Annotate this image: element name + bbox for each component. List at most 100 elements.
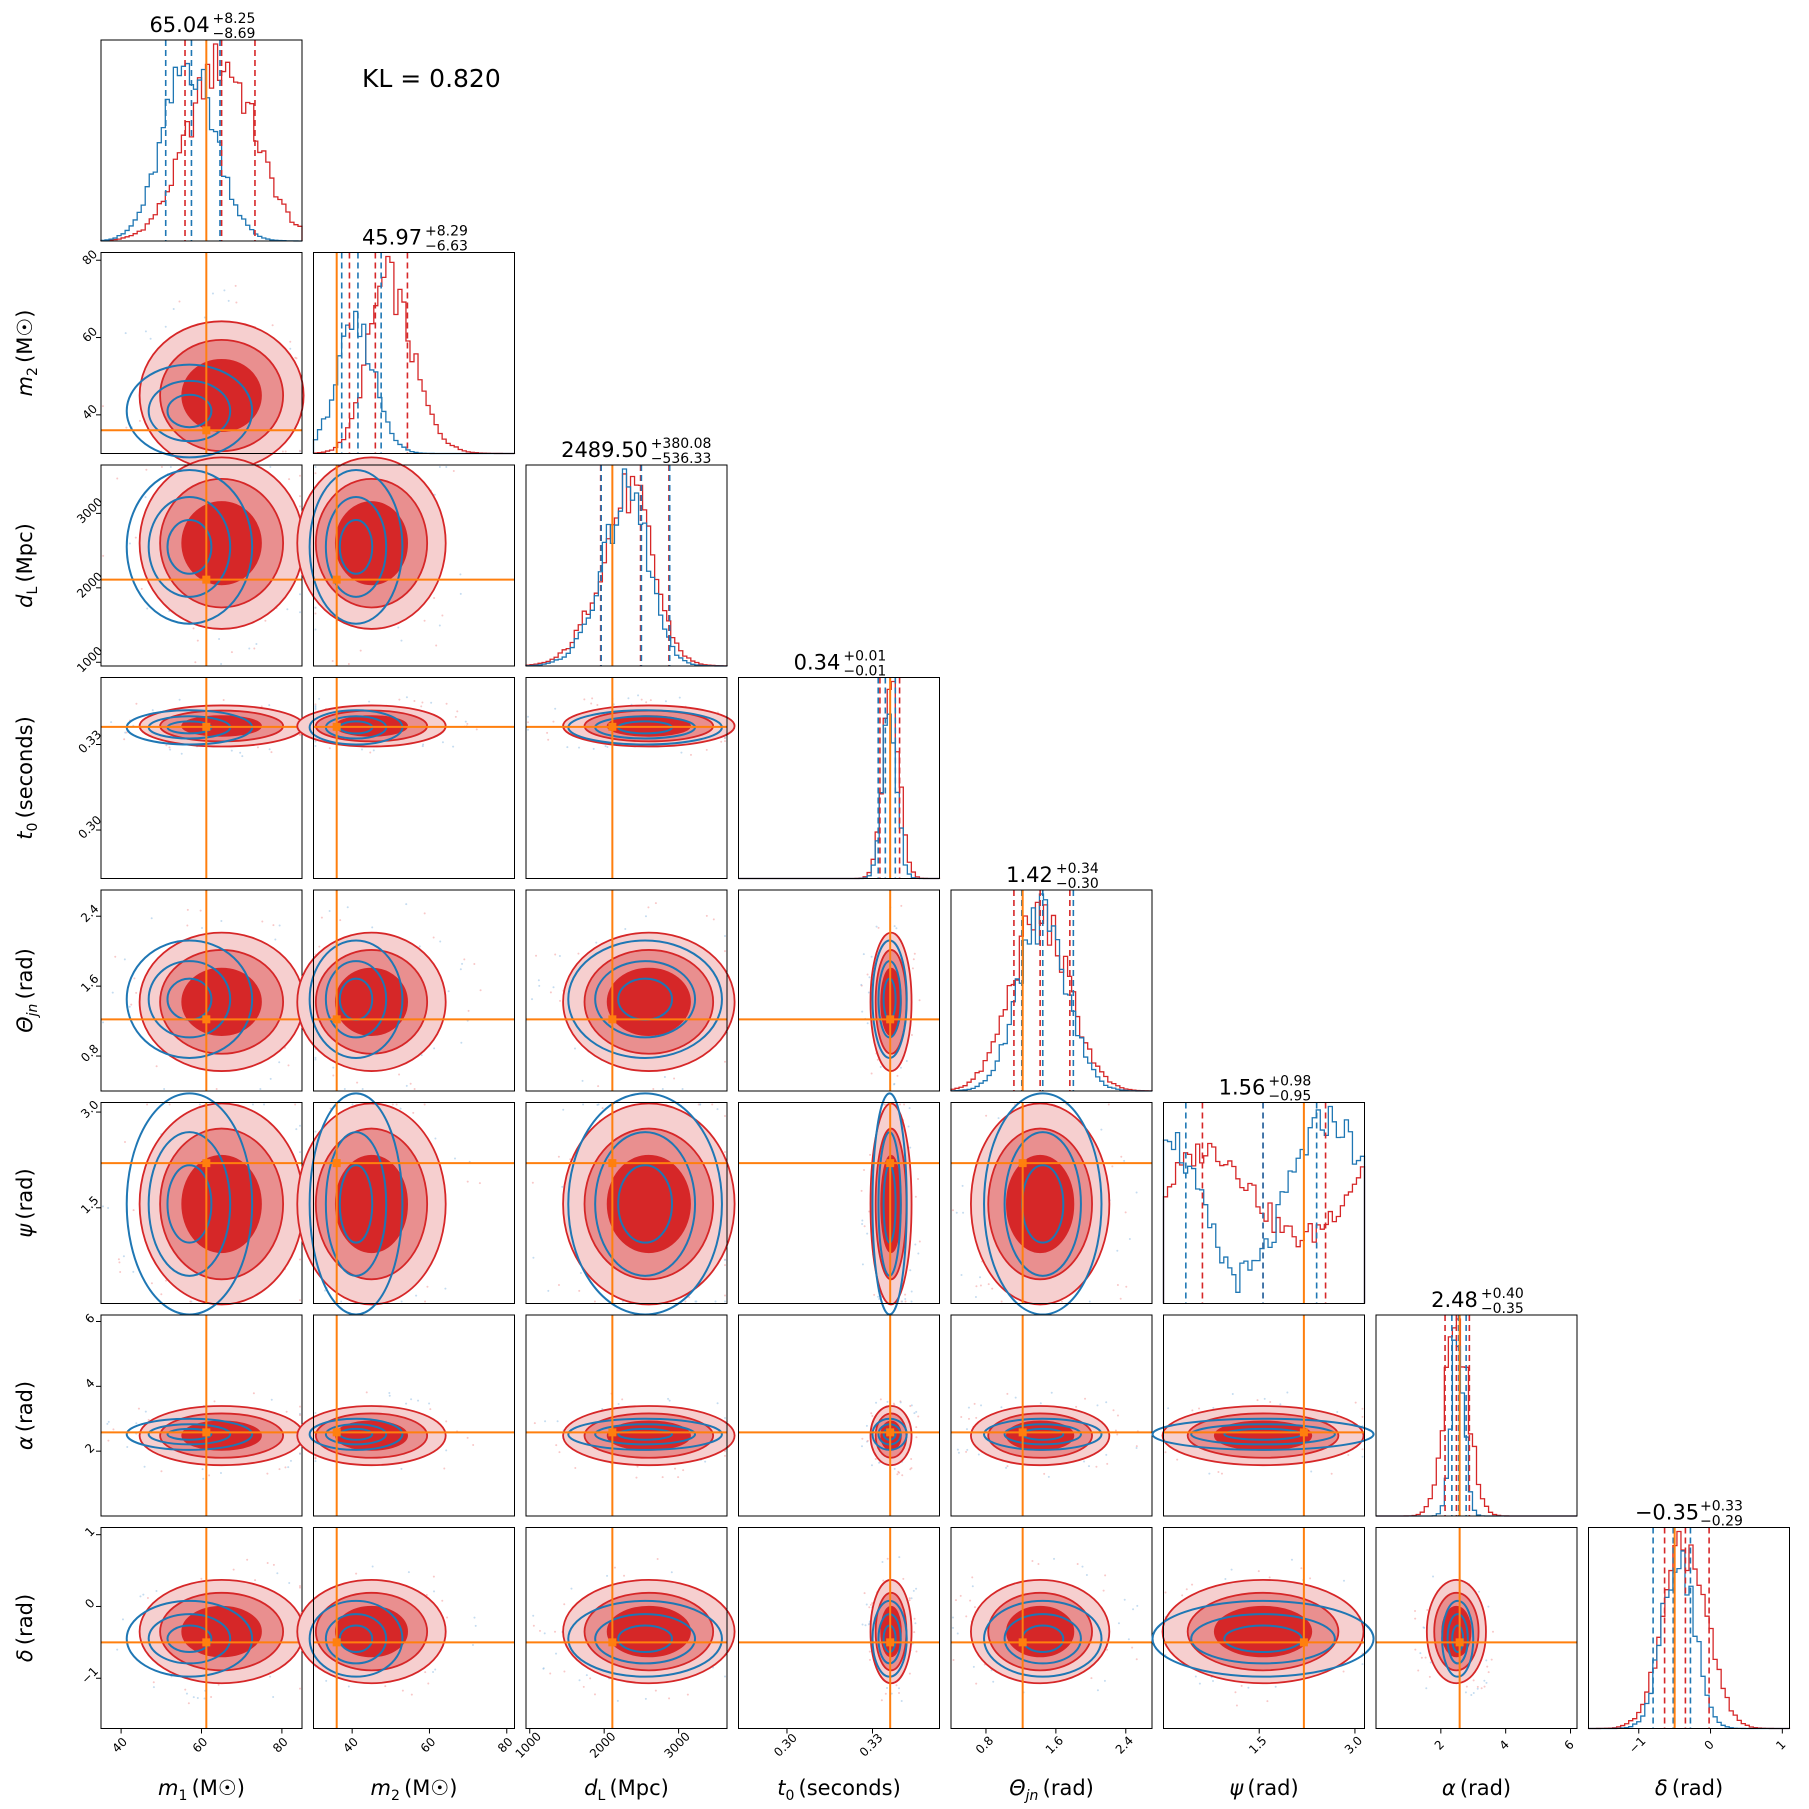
sample-point <box>217 1683 220 1686</box>
sample-point <box>445 1420 448 1423</box>
sample-point <box>699 1103 702 1106</box>
sample-point <box>985 1114 988 1117</box>
x-axis-label-t0: t0 (seconds) <box>777 1776 901 1804</box>
sample-point <box>107 1439 110 1442</box>
sample-point <box>433 1047 436 1050</box>
sample-point <box>663 1075 666 1078</box>
sample-point <box>1136 1604 1139 1607</box>
sample-point <box>434 1668 437 1671</box>
truth-marker <box>1299 1638 1308 1647</box>
sample-point <box>155 1589 158 1592</box>
sample-point <box>272 924 275 927</box>
blue-contour-level <box>617 1427 674 1441</box>
blue-contour-level <box>308 469 404 625</box>
red-histogram-psi <box>1162 1142 1366 1304</box>
sample-point <box>1120 1155 1123 1158</box>
sample-point <box>149 337 152 340</box>
sample-point <box>952 1616 954 1619</box>
sample-point <box>967 1417 970 1420</box>
sample-point <box>860 1189 863 1192</box>
axes-frame <box>313 1102 515 1304</box>
sample-point <box>281 450 284 453</box>
sample-point <box>278 924 281 927</box>
sample-point <box>875 1401 878 1404</box>
sample-point <box>471 1644 474 1647</box>
sample-point <box>145 468 148 471</box>
blue-contour-level <box>308 1599 404 1678</box>
sample-point <box>274 938 277 941</box>
sample-point <box>1116 1414 1119 1417</box>
upper-error-m2: +8.29 <box>425 224 468 240</box>
sample-point <box>712 918 715 921</box>
sample-point <box>230 651 233 654</box>
sample-point <box>1198 1682 1201 1685</box>
y-tick-label: 6 <box>82 1311 97 1326</box>
sample-point <box>870 1464 873 1467</box>
axes-frame <box>100 677 303 879</box>
sample-point <box>917 1178 920 1181</box>
blue-contour-level <box>594 1131 697 1277</box>
sample-point <box>583 698 586 701</box>
sample-point <box>332 1074 335 1077</box>
sample-point <box>561 1185 564 1188</box>
y-axis-label-m2: m2 (M☉) <box>13 310 41 397</box>
x-axis-label-m2: m2 (M☉) <box>371 1776 458 1804</box>
sample-point <box>915 1426 918 1429</box>
sample-point <box>438 624 441 627</box>
sample-point <box>351 1103 354 1106</box>
sample-point <box>1124 1211 1127 1214</box>
sample-point <box>724 934 726 937</box>
sample-point <box>705 748 708 751</box>
sample-point <box>314 472 317 475</box>
truth-marker <box>608 722 617 731</box>
panel-t0-vs-thetajn <box>738 889 940 1092</box>
x-tick-label: 0.30 <box>771 1731 800 1760</box>
sample-point <box>400 639 403 642</box>
sample-point <box>155 1065 158 1068</box>
sample-point <box>905 1060 908 1063</box>
sample-point <box>861 1623 864 1626</box>
sample-point <box>1231 1392 1234 1395</box>
blue-contour-level <box>166 393 213 429</box>
sample-point <box>264 619 267 622</box>
sample-point <box>144 496 147 499</box>
sample-point <box>196 639 199 642</box>
sample-point <box>991 1287 994 1290</box>
sample-point <box>915 1587 918 1590</box>
sample-point <box>616 1699 619 1702</box>
sample-point <box>975 1682 978 1685</box>
lower-error-delta: −0.29 <box>1700 1514 1743 1530</box>
sample-point <box>952 1659 955 1662</box>
sample-point <box>537 979 540 982</box>
sample-point <box>720 740 723 743</box>
sample-point <box>285 1410 288 1413</box>
sample-point <box>716 1402 719 1405</box>
sample-point <box>1269 1400 1272 1403</box>
sample-point <box>1476 1685 1479 1688</box>
sample-point <box>640 698 643 701</box>
sample-point <box>563 1603 566 1606</box>
sample-point <box>644 915 647 918</box>
sample-point <box>146 1103 149 1106</box>
lower-error-m1: −8.69 <box>213 26 256 42</box>
sample-point <box>444 1287 447 1290</box>
sample-point <box>295 357 298 360</box>
sample-point <box>965 1450 968 1453</box>
sample-point <box>1485 1681 1488 1684</box>
sample-point <box>314 1056 317 1059</box>
upper-error-alpha: +0.40 <box>1481 1286 1524 1302</box>
sample-point <box>269 1077 272 1080</box>
sample-point <box>1472 1691 1475 1694</box>
sample-point <box>107 1207 110 1210</box>
axes-frame <box>1163 1314 1365 1517</box>
sample-point <box>689 753 692 756</box>
sample-point <box>132 1270 135 1273</box>
sample-point <box>422 743 425 746</box>
x-axis-label-thetajn: Θjn (rad) <box>1009 1776 1094 1804</box>
sample-point <box>861 1219 864 1222</box>
blue-contour-level <box>1151 1599 1375 1678</box>
panel-m1-vs-thetajn: 0.8 1.6 2.4 <box>78 889 305 1092</box>
sample-point <box>400 1467 403 1470</box>
sample-point <box>286 608 289 611</box>
sample-point <box>478 1182 481 1185</box>
